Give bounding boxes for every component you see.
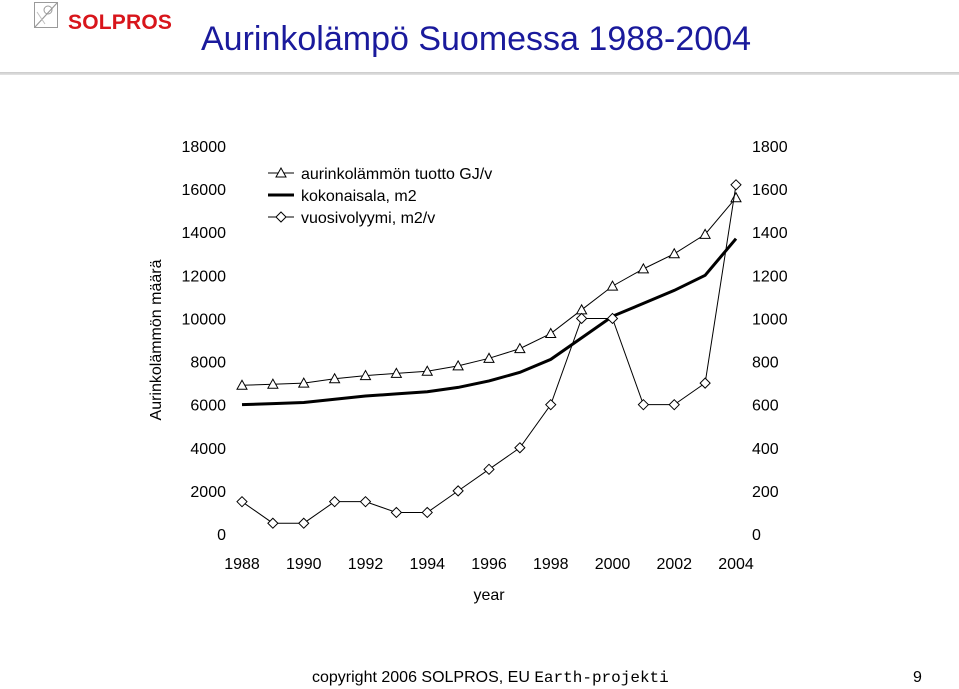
diamond-marker [359,495,372,508]
diamond-marker [668,398,680,411]
diamond-marker [575,312,588,325]
page-number: 9 [913,669,922,686]
triangle-marker [390,367,403,378]
y-right-tick-label: 600 [752,398,779,415]
triangle-marker [668,247,681,259]
series-3 [236,179,742,529]
x-tick-label: 1998 [533,556,569,573]
triangle-marker [359,369,372,381]
copyright-project: Earth-projekti [534,669,669,687]
x-tick-label: 2004 [718,556,754,573]
legend-item: kokonaisala, m2 [268,188,417,205]
y-right-tick-label: 800 [752,355,779,372]
x-axis-title: year [473,587,505,604]
y-left-tick-label: 4000 [190,441,226,458]
y-right-tick-label: 200 [752,484,779,501]
series-2 [241,237,738,407]
legend-label: aurinkolämmön tuotto GJ/v [301,166,492,183]
triangle-marker [575,303,588,315]
diamond-marker [699,377,711,389]
x-tick-label: 1988 [224,556,260,573]
y-left-tick-label: 6000 [190,398,226,415]
page-title: Aurinkolämpö Suomessa 1988-2004 [201,20,752,58]
y-left-tick-label: 12000 [182,268,227,285]
diamond-marker [606,312,619,325]
title-divider [0,72,959,75]
y-right-tick-label: 1800 [752,139,788,156]
x-tick-label: 1996 [471,556,507,573]
chart-legend: aurinkolämmön tuotto GJ/v kokonaisala, m2… [268,166,492,227]
chart-series [236,179,742,529]
legend-label: vuosivolyymi, m2/v [301,210,435,227]
y-axis-title: Aurinkolämmön määrä [148,259,165,420]
legend-triangle-marker [275,166,287,178]
chart-axes: 0200040006000800010000120001400016000180… [148,139,788,604]
legend-item: vuosivolyymi, m2/v [268,210,435,227]
y-left-tick-label: 18000 [182,139,227,156]
y-left-tick-label: 14000 [182,225,227,242]
copyright-text: copyright 2006 SOLPROS, EU [312,669,535,686]
diamond-marker [637,398,650,411]
triangle-marker [421,365,434,376]
triangle-marker [637,262,650,274]
diamond-marker [452,485,464,497]
y-left-tick-label: 16000 [182,182,227,199]
footer-copyright: copyright 2006 SOLPROS, EU Earth-projekt… [312,669,669,687]
triangle-marker [606,280,619,291]
solpros-logo-icon [34,2,58,28]
y-right-tick-label: 1400 [752,225,788,242]
y-right-tick-label: 400 [752,441,779,458]
triangle-marker [730,191,742,203]
x-tick-label: 2000 [595,556,631,573]
diamond-marker [421,506,433,519]
y-right-tick-label: 0 [752,527,761,544]
y-left-tick-label: 0 [217,527,226,544]
y-right-tick-label: 1000 [752,311,788,328]
triangle-marker [236,379,248,390]
triangle-marker [267,378,279,389]
x-tick-label: 2002 [656,556,692,573]
triangle-marker [452,359,464,371]
triangle-marker [699,228,711,239]
x-tick-label: 1990 [286,556,322,573]
diamond-marker [545,398,557,411]
diamond-marker [267,517,279,529]
diamond-marker [298,517,310,529]
triangle-marker [297,377,310,388]
diamond-marker [730,179,742,191]
y-right-tick-label: 1200 [752,268,788,285]
triangle-marker [483,352,495,363]
y-right-tick-label: 1600 [752,182,788,199]
legend-item: aurinkolämmön tuotto GJ/v [268,166,492,183]
x-tick-label: 1994 [409,556,445,573]
diamond-marker [236,495,248,508]
diamond-marker [328,495,341,508]
y-left-tick-label: 2000 [190,484,226,501]
diamond-marker [483,463,495,476]
y-left-tick-label: 8000 [190,355,226,372]
triangle-marker [328,372,341,384]
series-line [241,237,738,407]
solpros-logo-text: SOLPROS [68,11,173,34]
legend-label: kokonaisala, m2 [301,188,417,205]
x-tick-label: 1992 [348,556,384,573]
diamond-marker [390,506,403,519]
triangle-marker [544,327,557,339]
diamond-marker [514,442,526,454]
y-left-tick-label: 10000 [182,311,227,328]
triangle-marker [514,342,526,354]
legend-diamond-marker [275,211,287,223]
